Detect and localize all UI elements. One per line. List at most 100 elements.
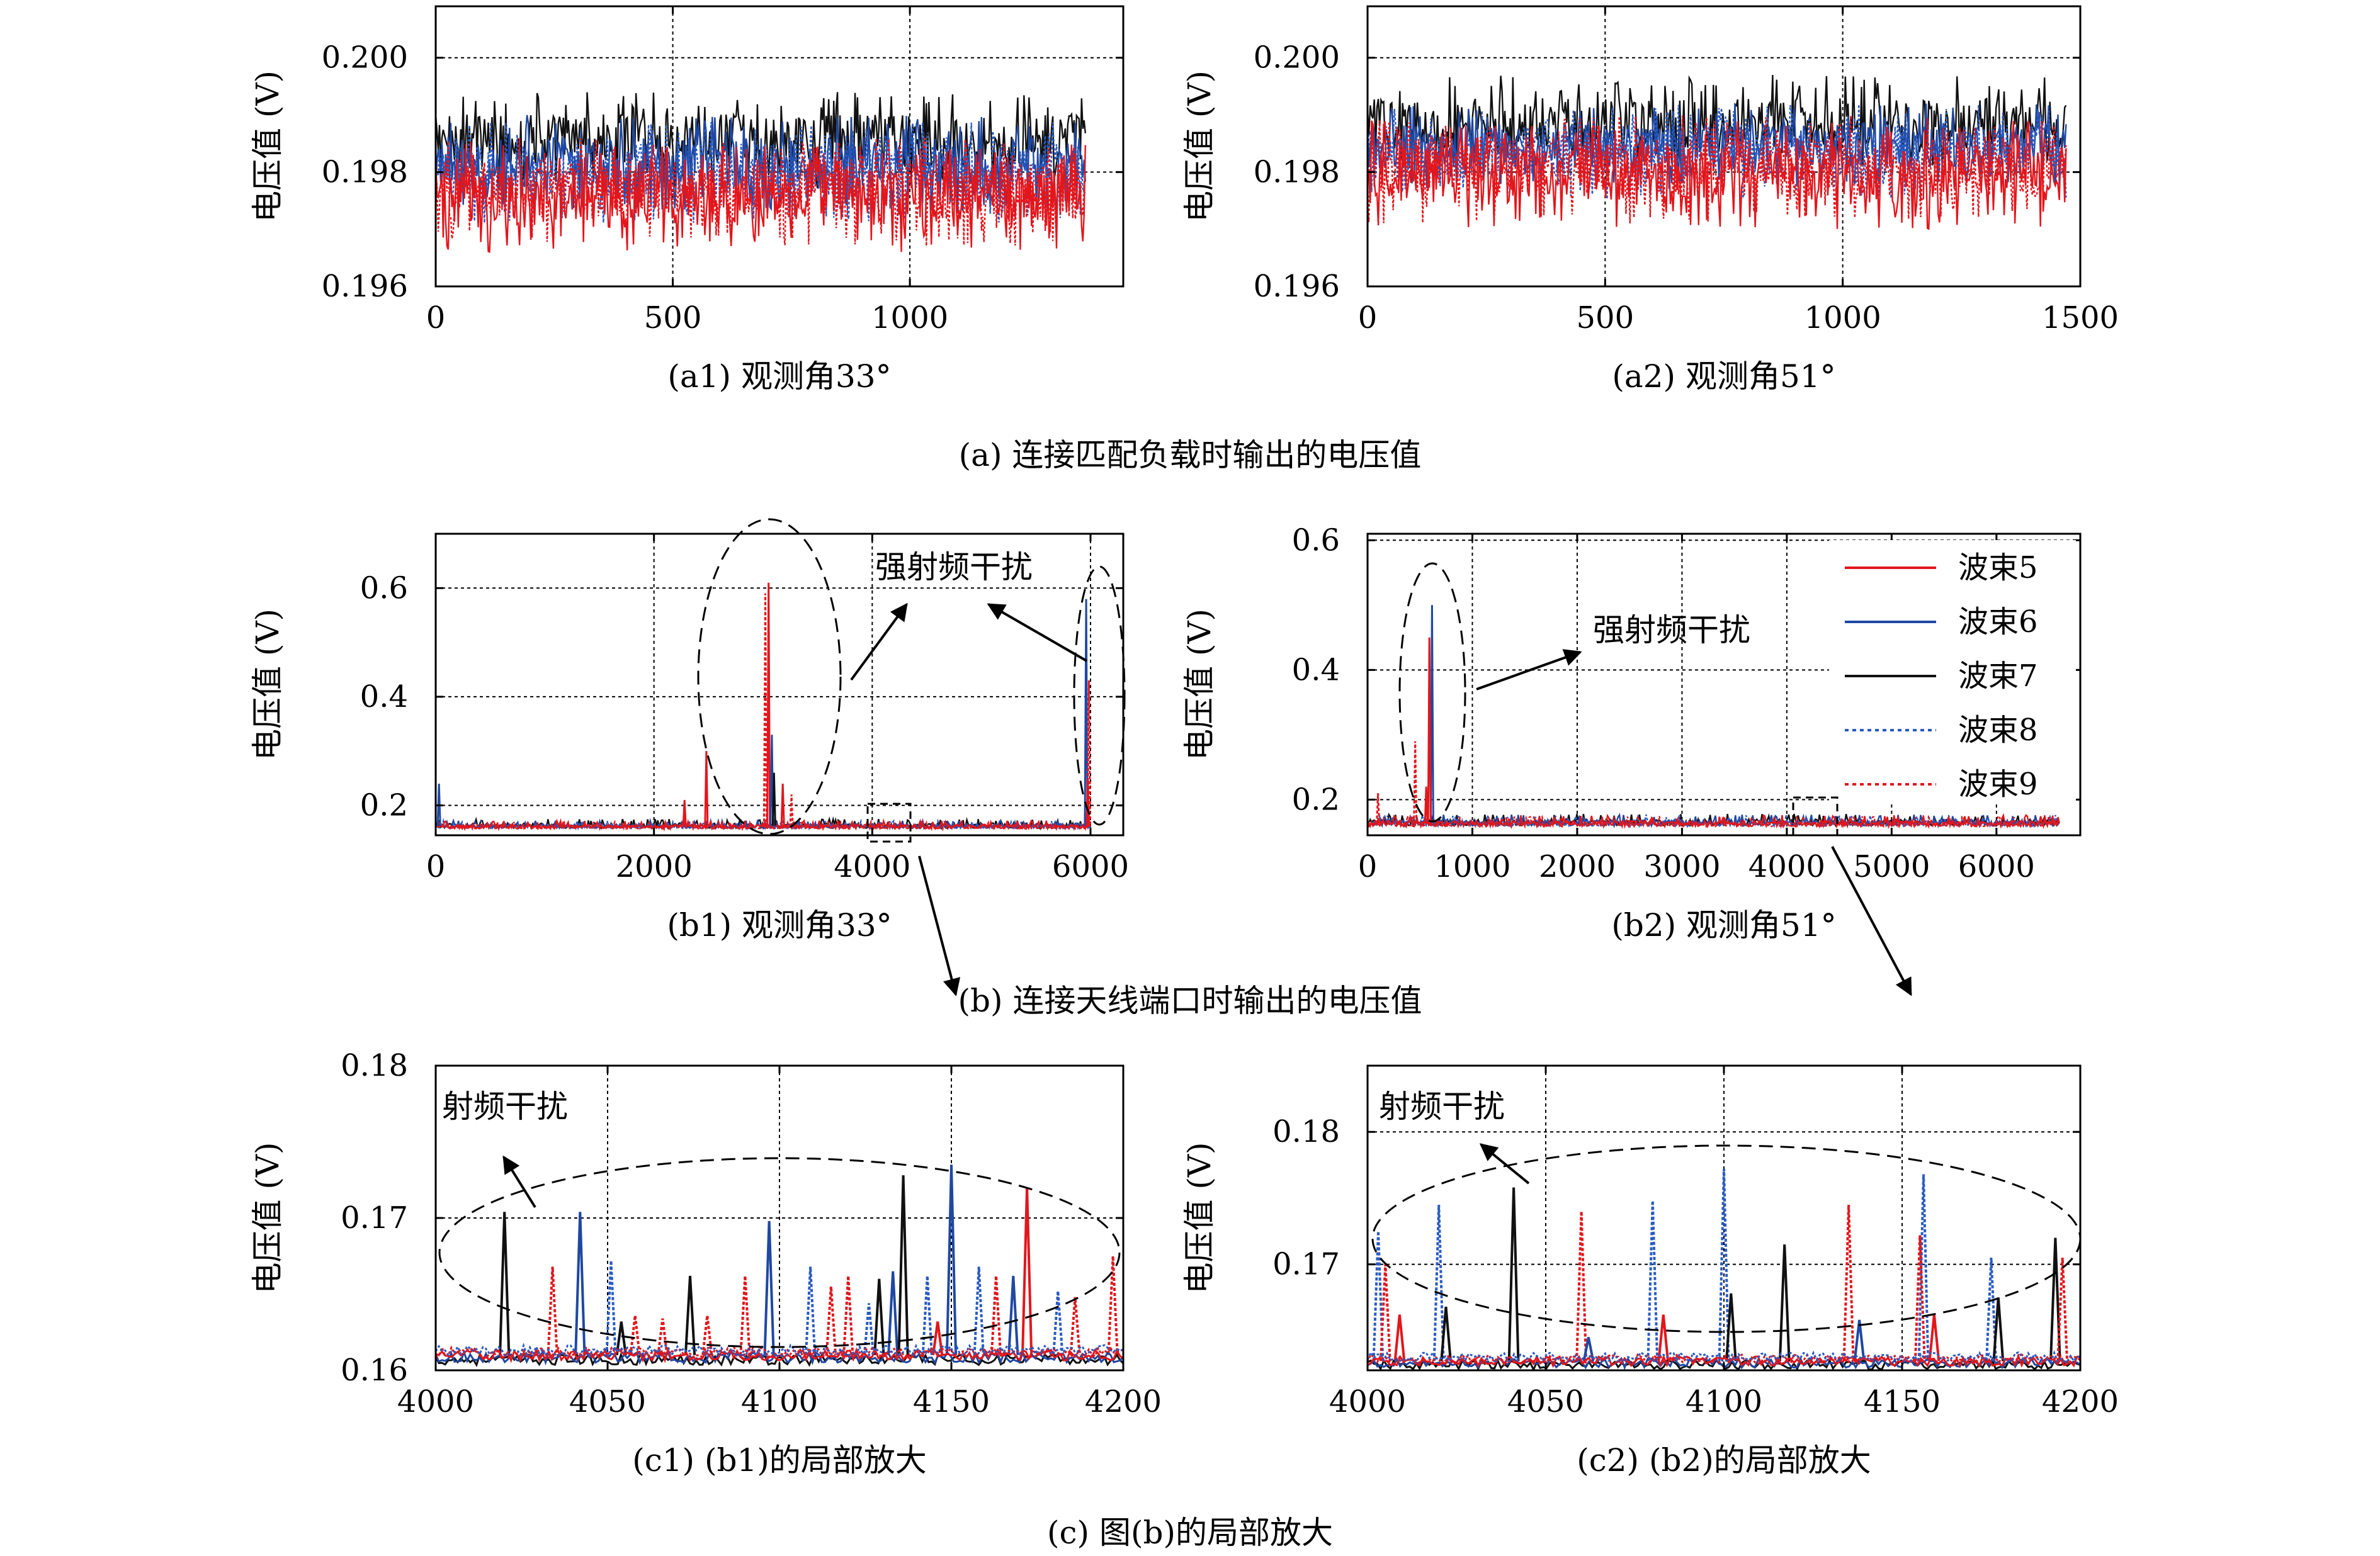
x-tick-label: 4050 bbox=[1507, 1384, 1584, 1419]
chart-a1: 0 500 1000 0.196 0.198 0.200 电压值 (V) (a1) 观测角33… bbox=[249, 5, 1125, 395]
plot-frame bbox=[434, 533, 1125, 837]
y-tick-label: 0.200 bbox=[322, 40, 408, 76]
series-beam5-line bbox=[1368, 813, 2060, 830]
spike-beam6 bbox=[1007, 1275, 1019, 1355]
legend: 波束5 波束6 波束7 波束8 波束9 bbox=[1829, 540, 2076, 803]
x-tick-label: 4150 bbox=[1864, 1384, 1941, 1419]
y-tick-label: 0.17 bbox=[1272, 1247, 1340, 1282]
spike-beam8 bbox=[1985, 1258, 1997, 1362]
spike-beam9 bbox=[1379, 1264, 1391, 1362]
x-tick-label: 1000 bbox=[1805, 300, 1881, 335]
spike-beam9 bbox=[739, 1275, 751, 1355]
spike-beam8 bbox=[1432, 1204, 1445, 1362]
annotation-label: 强射频干扰 bbox=[1593, 612, 1750, 648]
spike-beam9 bbox=[1575, 1211, 1587, 1362]
spike-beam5 bbox=[1427, 637, 1432, 824]
callout-arrow bbox=[1476, 649, 1582, 691]
x-tick-label: 0 bbox=[426, 849, 446, 884]
spike-beam9 bbox=[1913, 1235, 1926, 1362]
y-tick-label: 0.4 bbox=[360, 679, 408, 714]
zoom-region-box bbox=[866, 803, 912, 843]
x-tick-label: 0 bbox=[1358, 849, 1378, 884]
x-tick-label: 0 bbox=[1358, 300, 1378, 335]
y-tick-label: 0.2 bbox=[360, 788, 408, 823]
callout-ellipse bbox=[1371, 1144, 2082, 1333]
chart-c2: 4000 4050 4100 4150 4200 0.17 0.18 电压值 (V) (c2) … bbox=[1181, 1064, 2119, 1479]
chart-b1: 0 2000 4000 6000 0.2 0.4 0.6 电压值 (V) (b1) 观测角33° bbox=[249, 533, 1129, 944]
spike-beam9 bbox=[1376, 792, 1381, 824]
spike-beam7 bbox=[1507, 1187, 1520, 1362]
panel-caption: (c1) (b1)的局部放大 bbox=[632, 1442, 927, 1479]
spike-beam8 bbox=[863, 1303, 875, 1355]
spike-beam6 bbox=[1582, 1337, 1595, 1362]
zoom-arrow bbox=[1831, 846, 1912, 996]
spike-beam8 bbox=[1917, 1174, 1930, 1362]
x-tick-label: 4000 bbox=[1329, 1384, 1406, 1419]
panel-caption: (b2) 观测角51° bbox=[1611, 907, 1836, 944]
x-tick-label: 500 bbox=[644, 300, 702, 335]
series-beam7-baseline bbox=[436, 1351, 1123, 1367]
spike-beam5 bbox=[932, 1321, 944, 1356]
plot-frame bbox=[434, 5, 1125, 288]
x-tick-label: 4100 bbox=[1686, 1384, 1762, 1419]
spike-beam8 bbox=[1052, 1291, 1064, 1355]
series-beam8-baseline bbox=[1368, 1350, 2080, 1364]
legend-background bbox=[1829, 540, 2076, 803]
spike-beam6 bbox=[945, 1164, 958, 1355]
spike-beam9 bbox=[825, 1286, 837, 1355]
legend-label-beam5: 波束5 bbox=[1958, 550, 2038, 585]
y-axis-label: 电压值 (V) bbox=[1181, 609, 1218, 760]
legend-label-beam9: 波束9 bbox=[1958, 767, 2038, 802]
y-axis-label: 电压值 (V) bbox=[249, 609, 286, 760]
y-axis-label: 电压值 (V) bbox=[1181, 1142, 1218, 1294]
series-group bbox=[1368, 605, 2060, 830]
series-beam5-baseline bbox=[436, 1346, 1123, 1363]
spike-beam6 bbox=[1853, 1319, 1866, 1362]
spike-beam9 bbox=[789, 794, 794, 827]
spike-beam7 bbox=[1778, 1244, 1791, 1362]
panel-caption: (c2) (b2)的局部放大 bbox=[1577, 1442, 1871, 1479]
spike-beam6 bbox=[436, 783, 441, 826]
spike-beam7 bbox=[771, 772, 776, 826]
spike-beam9 bbox=[547, 1266, 558, 1355]
spike-beam8 bbox=[1718, 1169, 1730, 1362]
spike-beam9 bbox=[657, 1318, 669, 1356]
y-tick-label: 0.18 bbox=[341, 1048, 408, 1083]
spike-beam9 bbox=[1069, 1297, 1081, 1355]
series-group bbox=[436, 92, 1086, 254]
callout-arrow bbox=[850, 602, 908, 681]
spike-beam5 bbox=[704, 751, 709, 827]
spike-beam9 bbox=[762, 593, 768, 827]
x-tick-label: 4000 bbox=[834, 849, 910, 884]
x-tick-label: 2000 bbox=[1539, 849, 1616, 884]
y-axis-label: 电压值 (V) bbox=[1181, 70, 1218, 222]
x-tick-label: 6000 bbox=[1052, 849, 1129, 884]
zoom-arrow bbox=[918, 855, 961, 996]
chart-c1: 4000 4050 4100 4150 4200 0.16 0.17 0.18 电压值 (V) (… bbox=[249, 1048, 1162, 1479]
y-tick-label: 0.6 bbox=[360, 570, 408, 606]
callout-ellipse bbox=[697, 518, 842, 835]
callout-ellipse bbox=[438, 1157, 1121, 1348]
callout-arrow bbox=[502, 1155, 536, 1209]
y-tick-label: 0.198 bbox=[322, 154, 408, 189]
series-group bbox=[436, 582, 1092, 832]
series-beam9-line bbox=[436, 819, 1091, 832]
spike-beam6 bbox=[763, 1221, 775, 1355]
y-tick-label: 0.4 bbox=[1292, 652, 1340, 687]
spike-beam8 bbox=[921, 1275, 933, 1355]
callout-ellipse bbox=[1073, 565, 1126, 826]
spike-beam7 bbox=[499, 1212, 511, 1355]
spike-beam9 bbox=[1107, 1256, 1119, 1355]
plot-frame bbox=[1366, 5, 2082, 288]
series-beam9-line bbox=[1368, 115, 2067, 224]
chart-a2: 0 500 1000 1500 0.196 0.198 0.200 电压值 (V) (a2) 观… bbox=[1181, 5, 2119, 395]
annotation-label: 强射频干扰 bbox=[875, 549, 1033, 585]
panel-caption: (a1) 观测角33° bbox=[667, 358, 891, 395]
x-tick-label: 4050 bbox=[569, 1384, 646, 1419]
annotation-label-background bbox=[1375, 1084, 1541, 1129]
spike-beam9 bbox=[701, 1315, 713, 1356]
y-tick-label: 0.17 bbox=[341, 1200, 408, 1236]
x-tick-label: 1500 bbox=[2042, 300, 2119, 335]
spike-beam7 bbox=[897, 1175, 909, 1355]
